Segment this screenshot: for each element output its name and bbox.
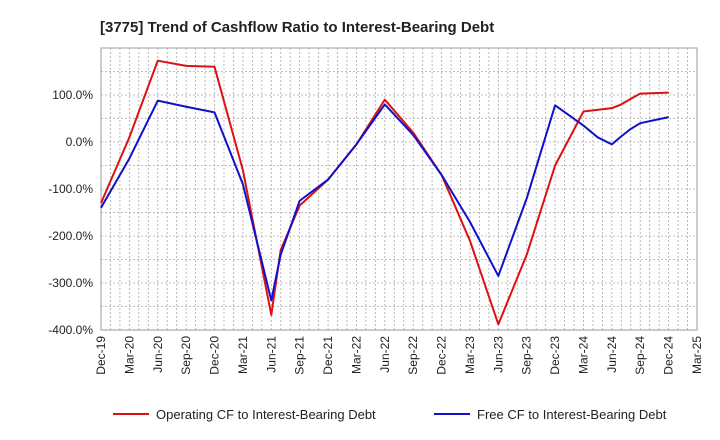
x-tick-label: Sep-24 xyxy=(633,336,647,375)
series-lines xyxy=(100,59,669,326)
y-tick-label: -400.0% xyxy=(48,323,93,337)
chart-title: [3775] Trend of Cashflow Ratio to Intere… xyxy=(100,19,494,36)
y-tick-label: -200.0% xyxy=(48,229,93,243)
x-tick-label: Dec-20 xyxy=(208,336,222,375)
x-tick-label: Jun-22 xyxy=(378,336,392,373)
y-tick-label: 100.0% xyxy=(52,88,93,102)
x-tick-label: Jun-21 xyxy=(264,336,278,373)
x-tick-label: Dec-21 xyxy=(321,336,335,375)
x-tick-label: Jun-20 xyxy=(151,336,165,373)
y-tick-label: -100.0% xyxy=(48,182,93,196)
x-tick-label: Sep-20 xyxy=(179,336,193,375)
x-tick-label: Sep-23 xyxy=(520,336,534,375)
x-tick-label: Mar-25 xyxy=(690,336,704,374)
x-tick-label: Jun-24 xyxy=(605,336,619,373)
x-axis-ticks: Dec-19 Mar-20 Jun-20 Sep-20 Dec-20 Mar-21 Jun-… xyxy=(94,336,704,375)
legend-label-operating-cf: Operating CF to Interest-Bearing Debt xyxy=(156,407,376,422)
series-line-free-cf xyxy=(100,99,669,302)
y-tick-label: -300.0% xyxy=(48,276,93,290)
x-tick-label: Dec-19 xyxy=(94,336,108,375)
x-tick-label: Dec-24 xyxy=(662,336,676,375)
x-tick-label: Sep-22 xyxy=(406,336,420,375)
x-tick-label: Jun-23 xyxy=(491,336,505,373)
series-line-operating-cf xyxy=(100,59,669,326)
legend-label-free-cf: Free CF to Interest-Bearing Debt xyxy=(477,407,667,422)
x-tick-label: Mar-21 xyxy=(236,336,250,374)
legend: Operating CF to Interest-Bearing Debt Fre… xyxy=(113,407,667,422)
x-tick-label: Sep-21 xyxy=(293,336,307,375)
x-tick-label: Mar-24 xyxy=(576,336,590,374)
y-tick-label: 0.0% xyxy=(66,135,94,149)
plot-area xyxy=(100,47,698,331)
y-axis-ticks: 100.0% 0.0% -100.0% -200.0% -300.0% -400.0% xyxy=(48,88,93,337)
x-tick-label: Mar-20 xyxy=(122,336,136,374)
x-tick-label: Mar-23 xyxy=(463,336,477,374)
x-tick-label: Dec-23 xyxy=(548,336,562,375)
x-tick-label: Mar-22 xyxy=(349,336,363,374)
x-tick-label: Dec-22 xyxy=(435,336,449,375)
